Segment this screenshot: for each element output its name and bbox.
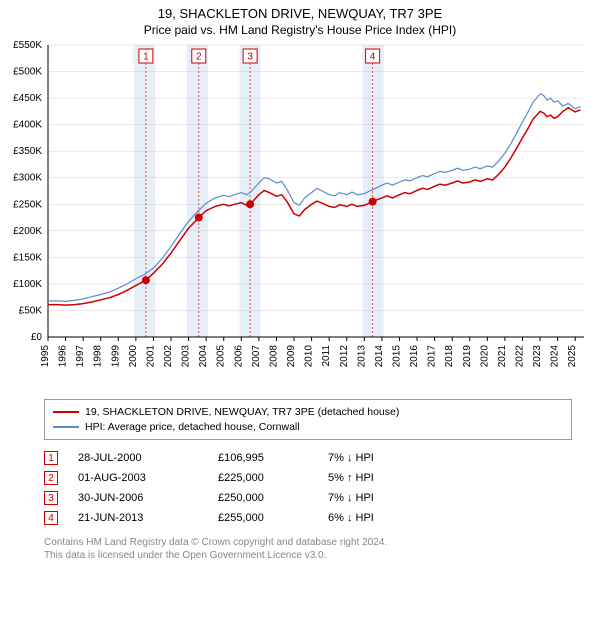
svg-text:2019: 2019 [462, 345, 473, 368]
svg-text:£550K: £550K [13, 41, 42, 51]
svg-text:2004: 2004 [198, 345, 209, 368]
legend-label: HPI: Average price, detached house, Corn… [85, 420, 300, 435]
event-price: £106,995 [218, 452, 328, 464]
event-price: £225,000 [218, 472, 328, 484]
svg-text:2017: 2017 [427, 345, 438, 368]
footer-line1: Contains HM Land Registry data © Crown c… [44, 536, 572, 549]
event-date: 30-JUN-2006 [78, 492, 218, 504]
event-row: 2 01-AUG-2003£225,0005% ↑ HPI [44, 468, 572, 488]
legend-label: 19, SHACKLETON DRIVE, NEWQUAY, TR7 3PE (… [85, 405, 399, 420]
svg-text:1995: 1995 [40, 345, 51, 368]
event-date: 21-JUN-2013 [78, 512, 218, 524]
svg-text:2008: 2008 [268, 345, 279, 368]
svg-text:2002: 2002 [163, 345, 174, 368]
svg-text:£450K: £450K [13, 93, 42, 104]
svg-text:£50K: £50K [19, 305, 43, 316]
chart-container: 19, SHACKLETON DRIVE, NEWQUAY, TR7 3PE P… [0, 0, 600, 568]
event-delta: 5% ↑ HPI [328, 472, 438, 484]
svg-text:£300K: £300K [13, 173, 42, 184]
event-price: £255,000 [218, 512, 328, 524]
title-line2: Price paid vs. HM Land Registry's House … [0, 23, 600, 37]
legend-item: HPI: Average price, detached house, Corn… [53, 420, 563, 435]
event-num-box: 3 [44, 491, 58, 505]
svg-text:2005: 2005 [216, 345, 227, 368]
svg-text:3: 3 [247, 52, 253, 63]
svg-text:2021: 2021 [497, 345, 508, 368]
svg-text:2016: 2016 [409, 345, 420, 368]
event-price: £250,000 [218, 492, 328, 504]
svg-text:2013: 2013 [356, 345, 367, 368]
svg-text:1997: 1997 [75, 345, 86, 368]
chart-area: 1 2 3 4 £0 £50K £100K £150K £200K £250K £300K £350K… [0, 41, 600, 393]
svg-text:2000: 2000 [128, 345, 139, 368]
footer-line2: This data is licensed under the Open Gov… [44, 549, 572, 562]
svg-text:2015: 2015 [391, 345, 402, 368]
svg-text:£0: £0 [31, 332, 43, 343]
chart-svg: 1 2 3 4 £0 £50K £100K £150K £200K £250K £300K £350K… [0, 41, 600, 393]
svg-text:2010: 2010 [304, 345, 315, 368]
svg-text:1999: 1999 [110, 345, 121, 368]
title-block: 19, SHACKLETON DRIVE, NEWQUAY, TR7 3PE P… [0, 0, 600, 41]
svg-text:1996: 1996 [58, 345, 69, 368]
event-date: 28-JUL-2000 [78, 452, 218, 464]
svg-text:2020: 2020 [479, 345, 490, 368]
svg-text:£100K: £100K [13, 279, 42, 290]
svg-text:2: 2 [196, 52, 202, 63]
footer-attribution: Contains HM Land Registry data © Crown c… [44, 536, 572, 568]
legend-swatch [53, 411, 79, 413]
legend: 19, SHACKLETON DRIVE, NEWQUAY, TR7 3PE (… [44, 399, 572, 440]
svg-text:£500K: £500K [13, 67, 42, 78]
svg-text:2012: 2012 [339, 345, 350, 368]
svg-text:1: 1 [143, 52, 149, 63]
event-delta: 7% ↓ HPI [328, 492, 438, 504]
svg-text:2014: 2014 [374, 345, 385, 368]
event-row: 1 28-JUL-2000£106,9957% ↓ HPI [44, 448, 572, 468]
event-row: 3 30-JUN-2006£250,0007% ↓ HPI [44, 488, 572, 508]
event-delta: 7% ↓ HPI [328, 452, 438, 464]
legend-item: 19, SHACKLETON DRIVE, NEWQUAY, TR7 3PE (… [53, 405, 563, 420]
svg-text:2007: 2007 [251, 345, 262, 368]
title-line1: 19, SHACKLETON DRIVE, NEWQUAY, TR7 3PE [0, 6, 600, 21]
svg-text:2022: 2022 [514, 345, 525, 368]
legend-swatch [53, 426, 79, 428]
event-num-box: 2 [44, 471, 58, 485]
svg-text:£400K: £400K [13, 120, 42, 131]
svg-text:£250K: £250K [13, 199, 42, 210]
svg-text:1998: 1998 [93, 345, 104, 368]
svg-text:2011: 2011 [321, 345, 332, 367]
event-row: 4 21-JUN-2013£255,0006% ↓ HPI [44, 508, 572, 528]
svg-text:2009: 2009 [286, 345, 297, 368]
events-table: 128-JUL-2000£106,9957% ↓ HPI201-AUG-2003… [44, 448, 572, 528]
svg-text:£350K: £350K [13, 146, 42, 157]
event-delta: 6% ↓ HPI [328, 512, 438, 524]
svg-text:£200K: £200K [13, 226, 42, 237]
svg-text:2001: 2001 [145, 345, 156, 368]
event-date: 01-AUG-2003 [78, 472, 218, 484]
svg-text:4: 4 [370, 52, 376, 63]
event-num-box: 1 [44, 451, 58, 465]
svg-text:£150K: £150K [13, 252, 42, 263]
svg-text:2023: 2023 [532, 345, 543, 368]
svg-text:2003: 2003 [181, 345, 192, 368]
svg-text:2024: 2024 [550, 345, 561, 368]
event-num-box: 4 [44, 511, 58, 525]
svg-text:2006: 2006 [233, 345, 244, 368]
svg-text:2025: 2025 [567, 345, 578, 368]
svg-text:2018: 2018 [444, 345, 455, 368]
